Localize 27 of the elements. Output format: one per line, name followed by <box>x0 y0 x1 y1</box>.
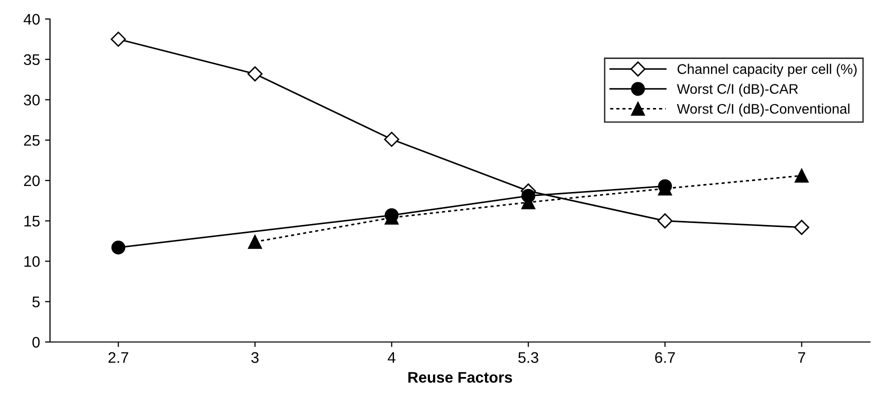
point <box>111 240 126 254</box>
y-tick-label: 25 <box>24 134 40 146</box>
legend-label: Channel capacity per cell (%) <box>678 64 857 77</box>
legend-label: Worst C/I (dB)-Conventional <box>676 104 850 117</box>
x-tick-label: 7 <box>798 352 806 363</box>
y-tick-label: 10 <box>24 256 40 267</box>
x-axis-title: Reuse Factors <box>408 372 512 383</box>
y-tick-label: 0 <box>32 336 40 348</box>
point <box>657 213 673 228</box>
x-tick-label: 6.7 <box>655 352 675 363</box>
point <box>794 220 810 235</box>
y-tick-label: 5 <box>32 296 40 308</box>
x-tick-label: 4 <box>388 352 396 363</box>
point <box>110 32 126 47</box>
point <box>384 132 400 147</box>
point <box>247 66 263 82</box>
y-tick-label: 15 <box>24 216 40 227</box>
x-tick-label: 2.7 <box>108 352 128 363</box>
x-tick-label: 3 <box>251 352 259 363</box>
y-tick-label: 35 <box>24 54 40 66</box>
y-tick-label: 30 <box>24 94 40 106</box>
point <box>794 168 809 183</box>
legend-label: Worst C/I (dB)-CAR <box>676 84 798 97</box>
y-tick-label: 40 <box>24 14 40 25</box>
y-tick-label: 20 <box>24 175 40 186</box>
x-tick-label: 5.3 <box>518 352 538 363</box>
point <box>248 234 262 249</box>
